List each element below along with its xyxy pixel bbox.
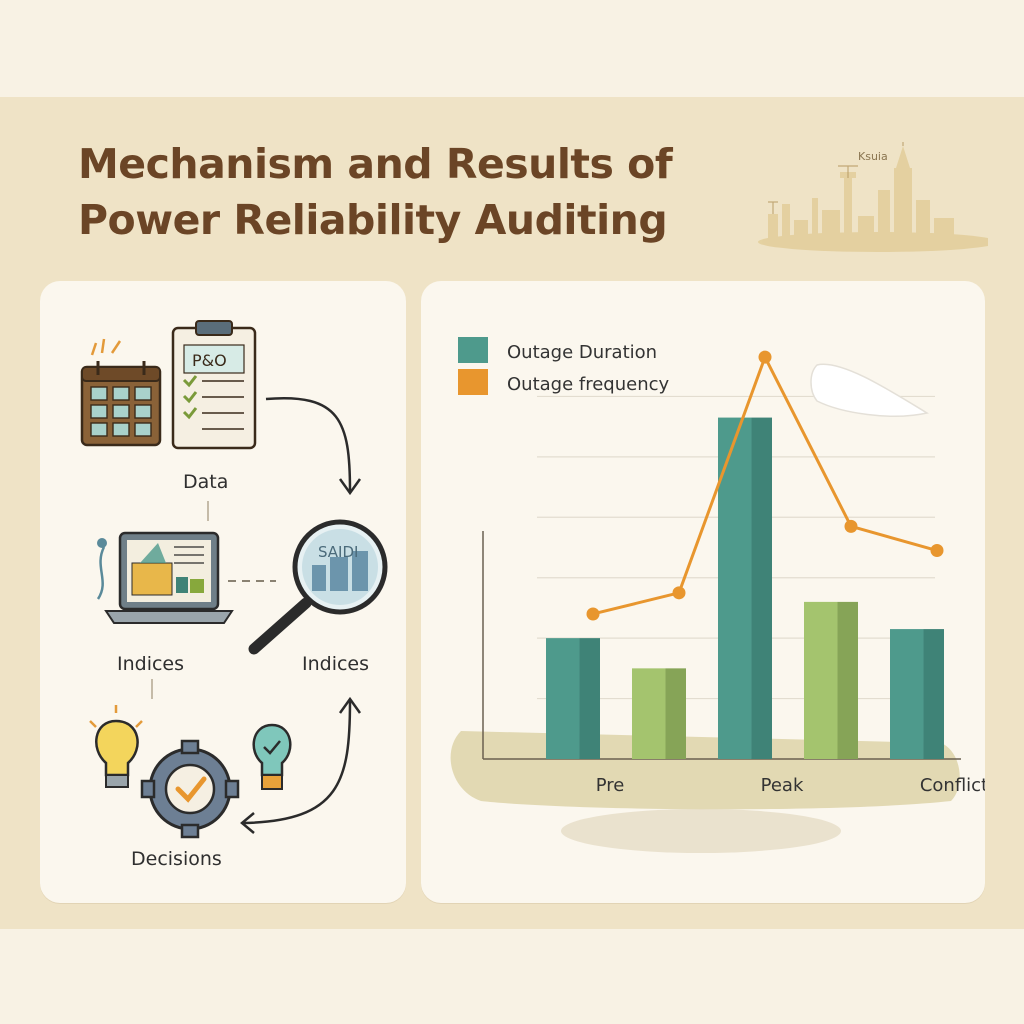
legend-swatch-frequency bbox=[458, 369, 488, 395]
legend-swatch-duration bbox=[458, 337, 488, 363]
flow-arrow-2 bbox=[243, 700, 352, 825]
bar-outage-duration bbox=[890, 629, 944, 759]
title-line-1: Mechanism and Results of bbox=[78, 140, 673, 188]
x-tick-label: Peak bbox=[761, 775, 804, 796]
paper-plane-icon bbox=[810, 363, 929, 417]
point-outage-frequency bbox=[586, 607, 600, 621]
point-outage-frequency bbox=[758, 350, 772, 364]
skyline-label: Ksuia bbox=[858, 150, 888, 163]
flow-arrow-1 bbox=[265, 396, 352, 492]
magnifier-icon: SAIDI bbox=[248, 519, 388, 655]
x-tick-label: Conflict bbox=[920, 775, 985, 796]
laptop-icon bbox=[96, 531, 234, 624]
point-outage-frequency bbox=[844, 519, 858, 533]
lightbulb-icon bbox=[89, 705, 143, 788]
magnifier-text: SAIDI bbox=[318, 543, 358, 561]
clipboard-icon: P&O bbox=[171, 320, 257, 450]
ground-mound bbox=[450, 731, 960, 810]
legend-label-duration: Outage Duration bbox=[507, 342, 657, 363]
point-outage-frequency bbox=[930, 544, 944, 558]
title-line-2: Power Reliability Auditing bbox=[78, 196, 668, 244]
legend-label-frequency: Outage frequency bbox=[507, 374, 670, 395]
results-chart: Pre Peak Conflict Outage Duration Outage f… bbox=[450, 337, 985, 853]
bar-outage-duration bbox=[718, 417, 772, 759]
step-label-indices-2: Indices bbox=[302, 653, 370, 675]
gear-icon bbox=[140, 739, 240, 839]
clipboard-text: P&O bbox=[192, 351, 227, 370]
step-label-decisions: Decisions bbox=[131, 848, 222, 870]
ground-shadow bbox=[561, 809, 841, 853]
chart-legend: Outage Duration Outage frequency bbox=[458, 337, 670, 395]
step-label-indices-1: Indices bbox=[117, 653, 185, 675]
mechanism-flow-diagram: P&O SAIDI bbox=[80, 320, 388, 839]
city-skyline-icon: Ksuia bbox=[758, 142, 988, 252]
calendar-icon bbox=[80, 338, 162, 447]
bar-outage-duration bbox=[546, 638, 600, 759]
page-title: Mechanism and Results of Power Reliabili… bbox=[78, 136, 738, 248]
point-outage-frequency bbox=[672, 586, 686, 600]
step-label-data: Data bbox=[183, 471, 229, 493]
bar-outage-duration bbox=[632, 668, 686, 759]
bar-outage-duration bbox=[804, 601, 858, 759]
x-tick-label: Pre bbox=[596, 775, 625, 796]
lightbulb-check-icon bbox=[252, 723, 292, 790]
